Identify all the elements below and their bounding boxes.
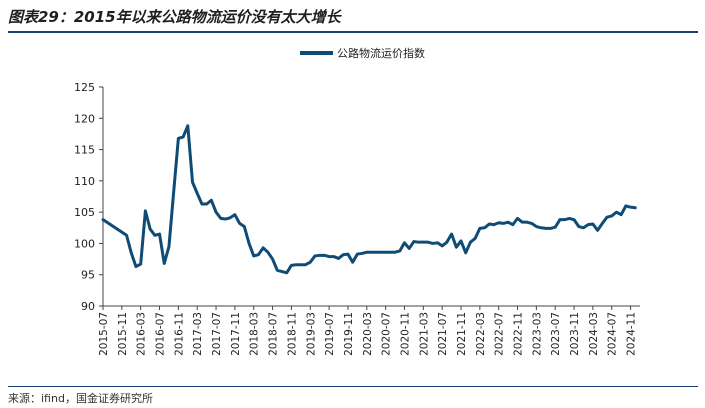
x-tick-label: 2015-11 [117,312,129,356]
source-divider [8,386,698,387]
figure-title: 图表29：2015年以来公路物流运价没有太大增长 [8,8,341,26]
x-tick-label: 2022-03 [475,312,487,356]
series-line [101,124,637,275]
chart-legend: 公路物流运价指数 [300,46,425,60]
x-tick-label: 2023-07 [550,312,562,356]
x-tick-label: 2018-07 [268,312,280,356]
y-tick-label: 110 [74,175,95,188]
x-tick-label: 2020-03 [362,312,374,356]
y-tick-label: 120 [74,112,95,125]
y-tick-label: 95 [81,269,95,282]
x-tick-label: 2017-11 [230,312,242,356]
x-tick-label: 2019-07 [324,312,336,356]
y-tick-label: 100 [74,237,95,250]
figure-header: 图表29：2015年以来公路物流运价没有太大增长 [0,0,705,34]
x-tick-label: 2024-11 [626,312,638,356]
y-tick-label: 115 [74,144,95,157]
y-axis: 90 95 100 105 110 115 120 125 [74,81,104,313]
x-tick-label: 2024-07 [607,312,619,356]
x-tick-label: 2016-07 [155,312,167,356]
x-tick-label: 2016-11 [173,312,185,356]
x-tick-label: 2023-03 [531,312,543,356]
x-tick-label: 2021-11 [456,312,468,356]
x-tick-label: 2022-11 [513,312,525,356]
y-tick-label: 125 [74,81,95,94]
source-note: 来源：ifind，国金证券研究所 [8,392,153,405]
x-tick-label: 2019-11 [343,312,355,356]
x-tick-label: 2015-07 [98,312,110,356]
chart-area: 公路物流运价指数 90 95 100 105 110 115 120 125 2015-07 2… [0,34,705,384]
x-tick-label: 2017-03 [192,312,204,356]
x-tick-label: 2019-03 [305,312,317,356]
x-tick-label: 2020-07 [381,312,393,356]
y-tick-label: 90 [81,300,95,313]
legend-label: 公路物流运价指数 [337,46,425,60]
x-tick-label: 2017-07 [211,312,223,356]
x-tick-label: 2022-07 [494,312,506,356]
x-axis: 2015-07 2015-11 2016-03 2016-07 2016-11 2017-… [98,305,640,356]
x-tick-label: 2018-03 [249,312,261,356]
y-tick-label: 105 [74,206,95,219]
x-tick-label: 2016-03 [136,312,148,356]
series-group [101,124,637,275]
x-tick-label: 2021-07 [437,312,449,356]
x-tick-label: 2021-03 [418,312,430,356]
x-tick-label: 2023-11 [569,312,581,356]
title-divider [8,31,698,33]
x-tick-label: 2020-11 [399,312,411,356]
x-tick-label: 2018-11 [286,312,298,356]
x-tick-label: 2024-03 [588,312,600,356]
